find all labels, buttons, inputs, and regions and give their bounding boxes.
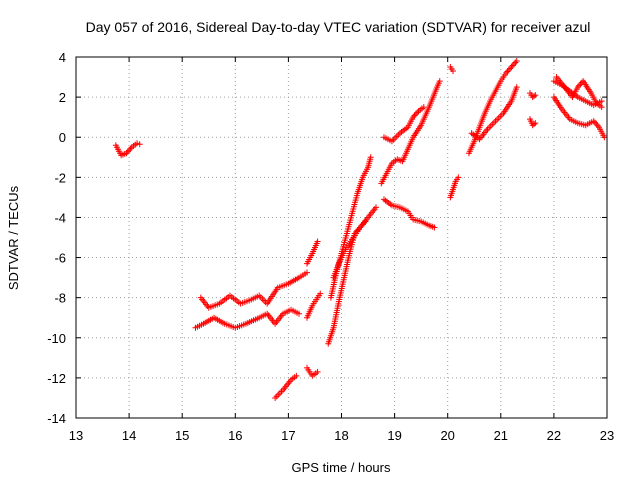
chart-title: Day 057 of 2016, Sidereal Day-to-day VTE…	[86, 19, 591, 35]
data-point	[598, 104, 605, 111]
grid	[76, 57, 607, 418]
x-tick-labels: 13 14 15 16 17 18 19 20 21 22 23	[69, 428, 614, 443]
data-point	[601, 134, 608, 141]
series-seg-s	[527, 116, 539, 129]
series-seg-r	[527, 90, 539, 101]
x-tick-label: 17	[281, 428, 295, 443]
data-point	[367, 154, 374, 161]
y-axis-label: SDTVAR / TECUs	[6, 185, 21, 290]
data-point	[532, 92, 539, 99]
data-point	[509, 62, 516, 69]
series-seg-d	[303, 238, 321, 267]
data-point	[431, 224, 438, 231]
x-tick-label: 23	[600, 428, 614, 443]
series-seg-u	[553, 74, 605, 111]
x-tick-label: 21	[494, 428, 508, 443]
data-point	[136, 141, 143, 148]
series-seg-g	[303, 290, 324, 321]
data-point	[314, 368, 321, 375]
x-tick-label: 18	[334, 428, 348, 443]
series-seg-k	[378, 78, 443, 187]
data-point	[127, 145, 134, 152]
data-point	[134, 140, 141, 147]
series-seg-f	[303, 364, 321, 379]
series-seg-h	[325, 204, 380, 347]
data-point	[505, 67, 512, 74]
y-tick-label: -12	[47, 371, 66, 386]
y-tick-label: -10	[47, 331, 66, 346]
data-point	[362, 218, 369, 225]
data-point	[412, 111, 419, 118]
data-point	[303, 269, 310, 276]
y-tick-label: -4	[54, 210, 66, 225]
data-point	[504, 68, 511, 75]
series-seg-m	[380, 196, 438, 231]
series-seg-c	[192, 306, 303, 331]
data-point	[436, 78, 443, 85]
series-seg-a	[112, 140, 143, 159]
data-point	[317, 290, 324, 297]
y-tick-label: 2	[59, 90, 66, 105]
data-point	[532, 120, 539, 127]
y-tick-label: -8	[54, 291, 66, 306]
series-seg-v	[550, 94, 608, 141]
x-tick-label: 14	[122, 428, 136, 443]
data-point	[530, 121, 537, 128]
x-tick-label: 13	[69, 428, 83, 443]
x-tick-label: 22	[547, 428, 561, 443]
x-tick-label: 16	[228, 428, 242, 443]
data-point	[512, 59, 519, 66]
series-seg-e	[272, 372, 300, 401]
data-point	[296, 310, 303, 317]
x-axis-label: GPS time / hours	[292, 460, 391, 475]
data-point	[414, 109, 421, 116]
data-point	[373, 204, 380, 211]
series-seg-j	[330, 218, 369, 281]
y-tick-label: -6	[54, 251, 66, 266]
data-point	[513, 58, 520, 65]
data-point	[511, 61, 518, 68]
plot-frame	[75, 56, 608, 419]
data-points	[112, 58, 608, 401]
series-seg-q	[468, 84, 520, 143]
x-tick-label: 15	[175, 428, 189, 443]
data-point	[455, 174, 462, 181]
y-tick-labels: 4 2 0 -2 -4 -6 -8 -10 -12 -14	[47, 50, 66, 426]
series-seg-p	[465, 58, 520, 157]
data-point	[513, 84, 520, 91]
series-seg-b	[197, 269, 310, 311]
data-point	[598, 98, 605, 105]
data-point	[420, 104, 427, 111]
series-seg-o	[447, 174, 462, 201]
y-tick-label: 0	[59, 130, 66, 145]
series-seg-l	[380, 104, 427, 145]
data-point	[450, 68, 457, 75]
data-point	[314, 238, 321, 245]
data-point	[530, 93, 537, 100]
y-tick-label: 4	[59, 50, 66, 65]
series-seg-n	[447, 64, 457, 75]
data-point	[508, 64, 515, 71]
y-tick-label: -14	[47, 411, 66, 426]
data-point	[507, 65, 514, 72]
data-point	[293, 372, 300, 379]
data-point	[592, 119, 599, 126]
x-tick-label: 19	[387, 428, 401, 443]
data-point	[126, 147, 133, 154]
series-seg-i	[327, 154, 374, 301]
y-tick-label: -2	[54, 170, 66, 185]
x-tick-label: 20	[440, 428, 454, 443]
